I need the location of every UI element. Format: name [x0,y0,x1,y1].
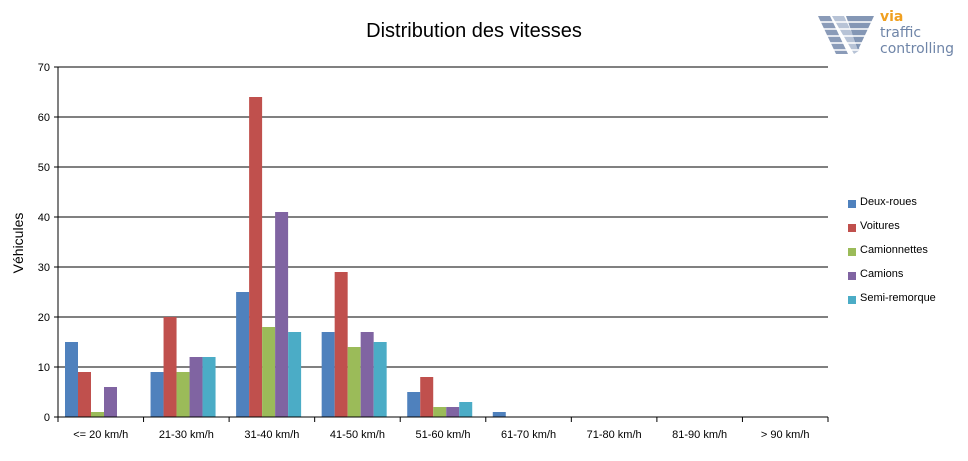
bar [407,392,421,417]
logo-line2-text: controlling [880,41,955,57]
y-tick-label: 20 [38,312,50,324]
bar [236,292,250,417]
y-tick-label: 60 [38,112,50,124]
legend-swatch [848,200,856,208]
via-traffic-logo: via traffic controlling [818,8,963,63]
legend-label: Camions [860,268,904,280]
x-tick-label: 41-50 km/h [330,429,385,441]
bar [373,342,387,417]
y-axis-label: Véhicules [10,213,26,274]
x-tick-label: 51-60 km/h [415,429,470,441]
bar [459,402,473,417]
y-tick-label: 10 [38,362,50,374]
bar [321,332,335,417]
legend-swatch [848,224,856,232]
x-tick-label: 61-70 km/h [501,429,556,441]
bar [249,97,263,417]
bar [420,377,434,417]
bar [347,347,361,417]
gridlines [58,66,828,368]
bar [262,327,276,417]
bar [150,372,164,417]
x-tick-label: 81-90 km/h [672,429,727,441]
legend-swatch [848,272,856,280]
bar [288,332,302,417]
bar [433,407,447,417]
x-tick-label: <= 20 km/h [73,429,128,441]
bar [176,372,190,417]
bar [78,372,91,417]
bar [492,412,506,417]
legend-swatch [848,296,856,304]
bar [189,357,203,417]
x-tick-label: 31-40 km/h [244,429,299,441]
bar [334,272,348,417]
y-tick-label: 30 [38,262,50,274]
logo-line1-text: traffic [880,25,922,41]
legend-label: Voitures [860,220,900,232]
bar [446,407,460,417]
y-tick-labels: 0 10 20 30 40 50 60 70 [38,62,50,424]
chart-title: Distribution des vitesses [366,20,582,42]
legend-label: Semi-remorque [860,292,936,304]
y-tick-label: 70 [38,62,50,74]
bar [65,342,78,417]
bars-group [65,97,506,417]
logo-brand-text: via [880,9,904,25]
legend-swatch [848,248,856,256]
bar [360,332,374,417]
y-tick-label: 40 [38,212,50,224]
x-tick-labels: <= 20 km/h 21-30 km/h 31-40 km/h 41-50 km/h… [73,429,809,441]
bar [163,317,177,417]
bar [104,387,117,417]
y-tick-label: 0 [44,412,50,424]
bar [275,212,289,417]
bar [91,412,104,417]
bar [202,357,216,417]
y-tick-label: 50 [38,162,50,174]
x-tick-label: 71-80 km/h [587,429,642,441]
legend-label: Deux-roues [860,196,917,208]
x-tick-label: > 90 km/h [761,429,810,441]
x-tick-label: 21-30 km/h [159,429,214,441]
axes-group [54,66,829,422]
legend-label: Camionnettes [860,244,928,256]
logo-mark-icon [818,16,876,54]
